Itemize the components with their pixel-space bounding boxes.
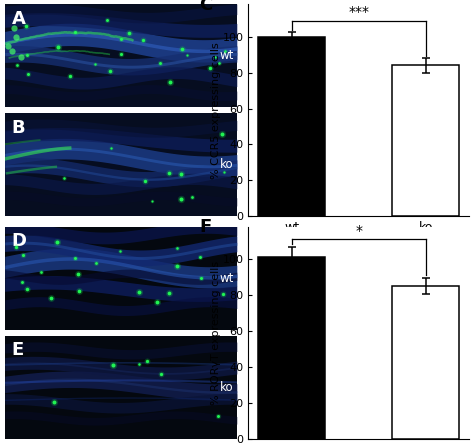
Y-axis label: % RORγT expressing cells: % RORγT expressing cells <box>211 260 221 405</box>
Text: A: A <box>12 10 26 27</box>
Text: wt: wt <box>219 49 233 62</box>
Text: ko: ko <box>220 381 233 394</box>
Bar <box>258 37 325 216</box>
Text: B: B <box>12 119 25 136</box>
Text: E: E <box>12 341 24 359</box>
Bar <box>258 257 325 439</box>
Bar <box>392 66 459 216</box>
Text: wt: wt <box>219 272 233 285</box>
Y-axis label: % CCR5 expressing cells: % CCR5 expressing cells <box>211 42 221 179</box>
Text: F: F <box>200 218 212 236</box>
Text: ko: ko <box>220 158 233 171</box>
Bar <box>392 286 459 439</box>
Text: ***: *** <box>348 5 369 19</box>
Text: *: * <box>355 224 362 237</box>
Text: D: D <box>12 232 27 250</box>
Text: C: C <box>200 0 213 14</box>
